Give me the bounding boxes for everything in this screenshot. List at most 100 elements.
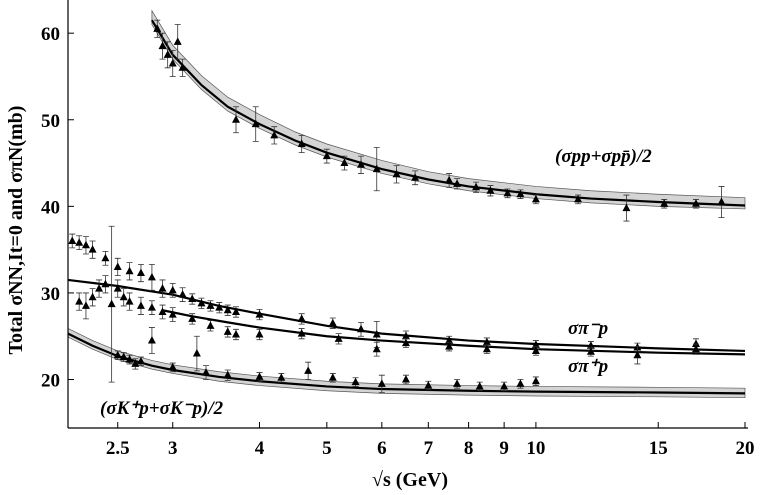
data-point [215,303,224,311]
data-point [119,352,128,360]
data-point [486,186,495,194]
data-point [255,372,264,380]
data-point [168,285,177,294]
data-point [411,173,420,181]
data-point [119,292,128,301]
data-point [158,284,167,292]
curve-annotation: (σK⁺p+σK⁻p)/2 [100,398,224,419]
data-point [158,307,167,315]
x-tick-label: 15 [649,438,668,459]
data-point [372,164,381,173]
data-point [192,349,201,357]
data-point [691,199,700,207]
data-point [81,301,90,309]
data-point [660,199,669,207]
data-point [168,362,177,371]
data-point [136,301,145,309]
data-point [113,350,122,359]
data-point [113,284,122,292]
data-point [188,314,197,322]
data-point [297,139,306,147]
data-point [153,24,162,32]
data-point [322,151,331,160]
data-point [453,179,462,187]
data-point [178,63,187,71]
data-point [453,379,462,387]
x-tick-label: 6 [377,438,387,459]
data-point [178,290,187,298]
data-point [147,303,156,311]
curve-annotation: σπ⁺p [568,356,608,377]
data-point [351,377,360,386]
data-point [633,350,642,359]
data-point [168,310,177,318]
x-tick-label: 10 [526,438,545,459]
data-point [75,297,84,305]
data-point [357,160,366,168]
fit-curve [162,309,746,356]
data-point [147,272,156,281]
data-point [136,356,145,365]
data-point [107,299,116,308]
x-tick-label: 9 [499,438,509,459]
data-point [197,298,206,307]
data-point [147,336,156,344]
data-point [101,253,110,262]
data-point [231,329,240,338]
data-point [475,381,484,390]
data-point [223,327,232,335]
data-point [586,341,595,349]
data-point [270,130,279,139]
x-tick-label: 8 [464,438,474,459]
data-point [531,376,540,385]
data-point [255,310,264,318]
data-point [75,238,84,246]
x-tick-label: 20 [735,438,754,459]
data-point [622,203,631,212]
data-point [113,262,122,270]
data-point [328,318,337,327]
data-point [277,373,286,381]
data-point [372,329,381,338]
data-point [125,355,134,363]
data-point [445,336,454,344]
data-point [531,194,540,203]
data-point [206,321,215,329]
error-band [67,327,746,399]
data-point [334,334,343,342]
data-point [717,197,726,206]
data-point [173,37,182,45]
y-tick-label: 40 [41,197,60,218]
x-tick-label: 3 [168,438,178,459]
data-point [88,245,97,253]
y-tick-label: 30 [41,284,60,305]
y-axis-label: Total σNN,It=0 and σπN(mb) [5,106,27,355]
data-point [340,158,349,167]
data-point [401,375,410,383]
data-point [401,331,410,340]
y-tick-label: 20 [41,371,60,392]
data-point [101,279,110,288]
y-tick-label: 60 [41,24,60,45]
data-point [503,188,512,197]
data-point [255,329,264,338]
curve-annotation: σπ⁻p [568,318,608,339]
curve-annotation: (σpp+σpp̄)/2 [555,146,652,167]
data-point [304,366,313,374]
data-point [158,41,167,50]
data-point [328,373,337,381]
x-tick-label: 4 [255,438,265,459]
data-point [202,368,211,376]
x-axis-label: √s (GeV) [372,469,448,491]
data-point [357,324,366,333]
data-point [188,294,197,302]
x-tick-label: 7 [424,438,434,459]
error-band [151,9,746,210]
data-point [223,305,232,314]
fit-curve [150,19,746,207]
data-point [163,50,172,58]
data-point [297,329,306,337]
data-point [531,346,540,354]
data-point [251,119,260,128]
